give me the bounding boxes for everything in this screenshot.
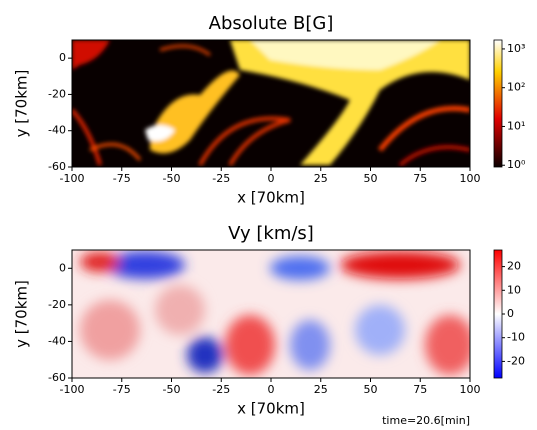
y-tick-label: -40 <box>48 334 66 347</box>
x-tick-label: -100 <box>60 172 85 185</box>
x-tick-label: 25 <box>314 172 328 185</box>
x-axis-label: x [70km] <box>237 400 305 418</box>
colorbar-tick-label: -20 <box>507 354 525 367</box>
x-axis-label: x [70km] <box>237 189 305 207</box>
y-axis-label: y [70km] <box>13 280 31 348</box>
y-tick-label: -40 <box>48 124 66 137</box>
x-tick-label: 100 <box>460 383 481 396</box>
field-image <box>72 40 470 167</box>
x-tick-label: 75 <box>413 383 427 396</box>
x-tick-label: 100 <box>460 172 481 185</box>
colorbar-tick-label: 10³ <box>507 42 525 55</box>
chart-title: Vy [km/s] <box>228 223 314 244</box>
colorbar-tick-label: 10¹ <box>507 119 525 132</box>
x-tick-label: -75 <box>113 172 131 185</box>
x-tick-label: 50 <box>364 172 378 185</box>
y-tick-label: -20 <box>48 298 66 311</box>
x-tick-label: 0 <box>268 383 275 396</box>
colorbar-tick-label: 0 <box>507 307 514 320</box>
x-tick-label: -25 <box>212 383 230 396</box>
y-tick-label: 0 <box>59 51 66 64</box>
x-tick-label: -50 <box>163 172 181 185</box>
x-tick-label: -50 <box>163 383 181 396</box>
x-tick-label: -25 <box>212 172 230 185</box>
y-tick-label: 0 <box>59 261 66 274</box>
x-tick-label: 0 <box>268 172 275 185</box>
x-tick-label: -75 <box>113 383 131 396</box>
y-tick-label: -60 <box>48 160 66 173</box>
colorbar <box>493 249 503 379</box>
x-tick-label: 75 <box>413 172 427 185</box>
colorbar-tick-label: 10 <box>507 283 521 296</box>
colorbar-tick-label: 20 <box>507 260 521 273</box>
colorbar-tick-label: 10² <box>507 81 525 94</box>
annotation: time=20.6[min] <box>382 414 470 427</box>
x-tick-label: -100 <box>60 383 85 396</box>
chart-title: Absolute B[G] <box>209 13 334 34</box>
y-tick-label: -60 <box>48 371 66 384</box>
colorbar <box>493 39 503 168</box>
y-axis-label: y [70km] <box>13 70 31 138</box>
colorbar-tick-label: 10⁰ <box>507 158 526 171</box>
y-tick-label: -20 <box>48 87 66 100</box>
x-tick-label: 25 <box>314 383 328 396</box>
colorbar-tick-label: -10 <box>507 331 525 344</box>
field-image <box>72 250 470 378</box>
x-tick-label: 50 <box>364 383 378 396</box>
